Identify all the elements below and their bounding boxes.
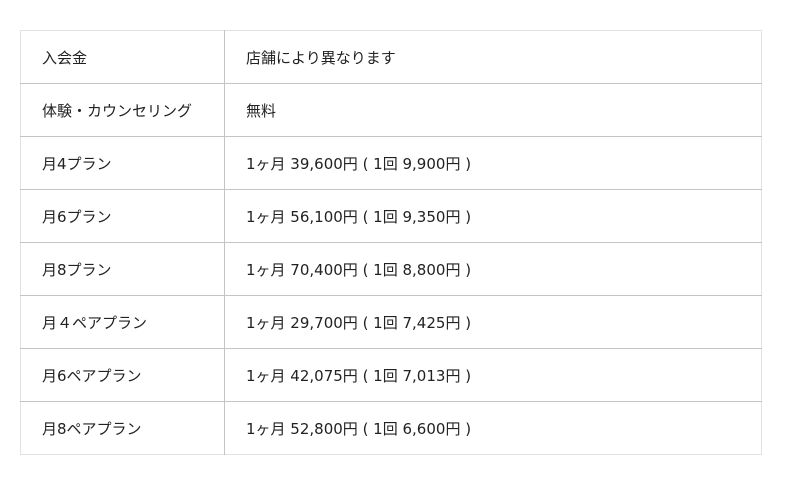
- plan-price: 1ヶ月 29,700円 ( 1回 7,425円 ): [224, 295, 762, 349]
- plan-label: 月4プラン: [20, 136, 225, 190]
- plan-price: 1ヶ月 39,600円 ( 1回 9,900円 ): [224, 136, 762, 190]
- table-row: 月8プラン 1ヶ月 70,400円 ( 1回 8,800円 ): [20, 242, 762, 296]
- table-row: 入会金 店舗により異なります: [20, 30, 762, 84]
- plan-label: 月6ペアプラン: [20, 348, 225, 402]
- plan-label: 月４ペアプラン: [20, 295, 225, 349]
- plan-price: 店舗により異なります: [246, 48, 396, 67]
- plan-label: 月8プラン: [20, 242, 225, 296]
- plan-price: 1ヶ月 42,075円 ( 1回 7,013円 ): [224, 348, 762, 402]
- plan-price: 1ヶ月 70,400円 ( 1回 8,800円 ): [224, 242, 762, 296]
- pricing-table: 入会金 店舗により異なります 体験・カウンセリング 無料 月4プラン 1ヶ月 39,6…: [20, 30, 762, 455]
- plan-price: 無料: [224, 83, 762, 137]
- plan-price: 1ヶ月 52,800円 ( 1回 6,600円 ): [224, 401, 762, 455]
- table-row: 月4プラン 1ヶ月 39,600円 ( 1回 9,900円 ): [20, 136, 762, 190]
- plan-label: 入会金: [20, 30, 225, 84]
- plan-label: 月8ペアプラン: [20, 401, 225, 455]
- table-row: 体験・カウンセリング 無料: [20, 83, 762, 137]
- plan-price: 1ヶ月 56,100円 ( 1回 9,350円 ): [224, 189, 762, 243]
- table-row: 月8ペアプラン 1ヶ月 52,800円 ( 1回 6,600円 ): [20, 401, 762, 455]
- plan-label: 月6プラン: [20, 189, 225, 243]
- table-row: 月6プラン 1ヶ月 56,100円 ( 1回 9,350円 ): [20, 189, 762, 243]
- plan-label: 体験・カウンセリング: [20, 83, 225, 137]
- table-row: 月４ペアプラン 1ヶ月 29,700円 ( 1回 7,425円 ): [20, 295, 762, 349]
- table-row: 月6ペアプラン 1ヶ月 42,075円 ( 1回 7,013円 ): [20, 348, 762, 402]
